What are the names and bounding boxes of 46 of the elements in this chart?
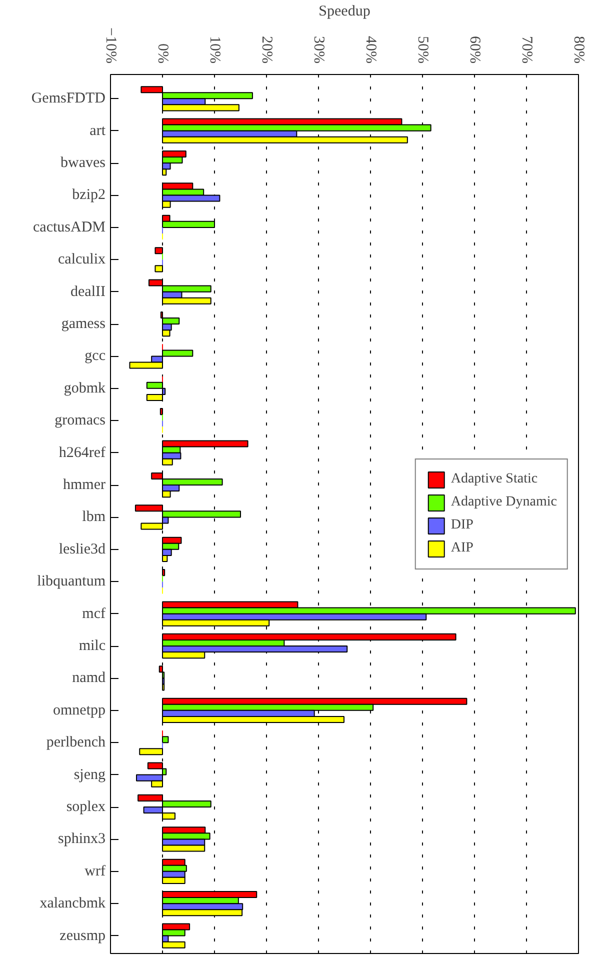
legend-label: Adaptive Dynamic bbox=[450, 494, 557, 510]
bar bbox=[160, 408, 163, 416]
x-axis-title: Speedup bbox=[318, 4, 370, 20]
y-tick-label: gamess bbox=[61, 316, 106, 332]
y-tick-label: calculix bbox=[58, 252, 106, 268]
bar bbox=[162, 736, 169, 744]
y-tick-label: sphinx3 bbox=[58, 831, 106, 848]
y-tick-label: lbm bbox=[82, 509, 106, 526]
x-tick-label: −10% bbox=[102, 28, 118, 64]
y-tick-label: cactusADM bbox=[33, 219, 106, 236]
y-tick-label: h264ref bbox=[58, 444, 106, 461]
legend-label: DIP bbox=[450, 517, 474, 533]
y-tick-label: xalancbmk bbox=[40, 896, 106, 912]
y-tick-label: dealII bbox=[70, 284, 106, 300]
y-tick-label: soplex bbox=[66, 799, 106, 815]
bar bbox=[139, 748, 163, 756]
x-tick-label: 20% bbox=[258, 36, 274, 64]
y-tick-label: perlbench bbox=[46, 734, 106, 751]
y-tick-label: bwaves bbox=[60, 155, 106, 172]
x-tick-label: 50% bbox=[414, 36, 430, 64]
y-tick-label: hmmer bbox=[63, 477, 106, 494]
y-tick-label: libquantum bbox=[37, 574, 106, 590]
y-tick-label: art bbox=[90, 122, 106, 139]
y-tick-label: leslie3d bbox=[58, 541, 106, 558]
legend-label: Adaptive Static bbox=[450, 471, 538, 487]
x-tick-label: 60% bbox=[466, 36, 482, 64]
y-tick-label: zeusmp bbox=[60, 928, 106, 944]
x-tick-label: 80% bbox=[570, 36, 586, 64]
y-tick-label: gobmk bbox=[64, 380, 106, 396]
y-tick-label: mcf bbox=[82, 606, 106, 622]
x-tick-label: 70% bbox=[518, 36, 534, 64]
x-tick-label: 40% bbox=[362, 36, 378, 64]
y-tick-label: bzip2 bbox=[72, 187, 106, 204]
bar bbox=[154, 265, 163, 272]
y-tick-label: sjeng bbox=[74, 766, 106, 783]
y-tick-label: omnetpp bbox=[53, 702, 106, 718]
x-tick-label: 0% bbox=[154, 44, 170, 64]
y-tick-label: wrf bbox=[84, 863, 106, 880]
legend-label: AIP bbox=[450, 540, 474, 556]
x-tick-label: 10% bbox=[206, 36, 222, 64]
y-tick-label: GemsFDTD bbox=[31, 90, 106, 107]
y-tick-label: namd bbox=[72, 670, 106, 686]
y-tick-label: gromacs bbox=[54, 412, 106, 429]
y-tick-label: gcc bbox=[84, 348, 106, 364]
y-tick-label: milc bbox=[78, 638, 106, 654]
x-tick-label: 30% bbox=[310, 36, 326, 64]
